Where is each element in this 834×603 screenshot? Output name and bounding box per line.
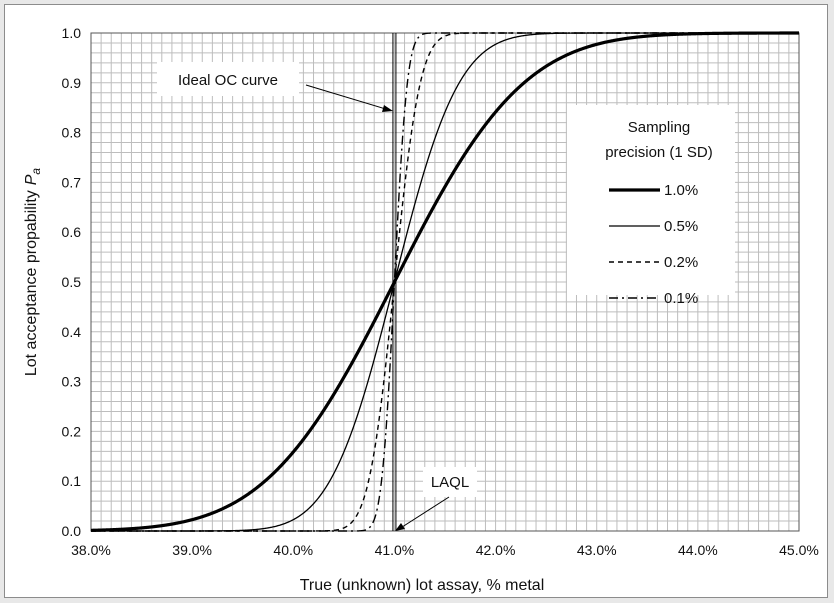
laql-callout: LAQL [395, 467, 477, 531]
x-tick-label: 45.0% [779, 542, 819, 558]
y-tick-label: 0.4 [62, 324, 82, 340]
series-lines [90, 31, 799, 532]
y-tick-label: 0.8 [62, 125, 82, 141]
ideal-callout-label: Ideal OC curve [178, 72, 278, 89]
ideal-callout: Ideal OC curve [157, 62, 393, 112]
laql-callout-box [423, 467, 477, 497]
x-tick-label: 38.0% [71, 542, 111, 558]
x-tick-label: 39.0% [172, 542, 212, 558]
grid-lines [90, 32, 800, 532]
legend-title-line2: precision (1 SD) [605, 144, 713, 161]
tick-labels: 38.0% 39.0% 40.0% 41.0% 42.0% 43.0% 44.0% 45.0%… [62, 25, 819, 558]
x-axis-label: True (unknown) lot assay, % metal [300, 577, 545, 594]
y-axis-label-text: Lot acceptance propability [23, 190, 40, 376]
x-tick-label: 42.0% [476, 542, 516, 558]
y-axis-label-subscript: a [29, 168, 43, 175]
ideal-callout-box [157, 62, 299, 96]
y-tick-label: 1.0 [62, 25, 82, 41]
y-axis-label-symbol: P [23, 174, 40, 185]
y-tick-label: 0.6 [62, 224, 82, 240]
legend: Sampling precision (1 SD) 1.0% 0.5% 0.2% 0.… [567, 105, 735, 307]
ideal-callout-arrow [305, 84, 390, 111]
laql-callout-arrow [398, 496, 450, 530]
x-tick-label: 43.0% [577, 542, 617, 558]
y-tick-label: 0.3 [62, 374, 82, 390]
oc-curve-chart: 38.0% 39.0% 40.0% 41.0% 42.0% 43.0% 44.0% 45.0%… [23, 25, 819, 594]
chart-frame: 38.0% 39.0% 40.0% 41.0% 42.0% 43.0% 44.0% 45.0%… [4, 4, 828, 598]
y-axis-label: Lot acceptance propability Pa [23, 168, 43, 377]
y-tick-label: 0.5 [62, 274, 82, 290]
y-tick-label: 0.0 [62, 523, 82, 539]
laql-callout-arrowhead [395, 523, 405, 531]
legend-box [567, 105, 735, 295]
legend-label: 1.0% [664, 182, 698, 199]
y-tick-label: 0.9 [62, 75, 82, 91]
legend-label: 0.1% [664, 290, 698, 307]
series-line-0-1pct [91, 32, 799, 532]
y-tick-label: 0.1 [62, 473, 82, 489]
series-line-1-0pct [90, 31, 799, 532]
legend-items: 1.0% 0.5% 0.2% 0.1% [609, 182, 698, 307]
x-tick-label: 41.0% [375, 542, 415, 558]
x-tick-label: 44.0% [678, 542, 718, 558]
ideal-callout-arrowhead [382, 105, 393, 112]
legend-title-line1: Sampling [628, 119, 691, 136]
legend-label: 0.5% [664, 218, 698, 235]
x-tick-label: 40.0% [273, 542, 313, 558]
y-tick-label: 0.2 [62, 423, 82, 439]
y-tick-label: 0.7 [62, 174, 82, 190]
laql-callout-label: LAQL [431, 474, 469, 491]
legend-label: 0.2% [664, 254, 698, 271]
